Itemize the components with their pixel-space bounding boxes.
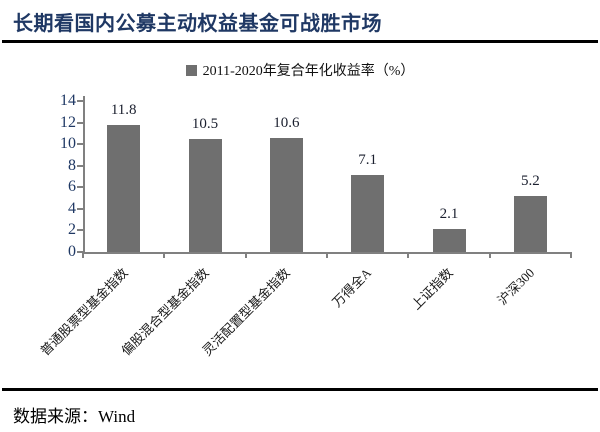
y-axis-tick [77, 186, 85, 189]
x-category-label: 沪深300 [494, 265, 538, 308]
bar [351, 175, 385, 252]
legend-label: 2011-2020年复合年化收益率（%） [202, 64, 415, 79]
x-category-label: 灵活配置型基金指数 [199, 265, 294, 359]
bar-value-label: 11.8 [110, 101, 137, 118]
y-axis-tick [77, 143, 85, 146]
y-axis-tick [77, 164, 85, 167]
chart-legend: 2011-2020年复合年化收益率（%） [0, 60, 600, 80]
y-axis-tick-label: 2 [68, 221, 76, 239]
bar [513, 195, 547, 252]
y-axis-tick-label: 0 [68, 243, 76, 260]
y-axis-tick-label: 6 [68, 178, 76, 196]
footer-divider-line [2, 388, 598, 391]
y-axis-tick [77, 207, 85, 210]
bar-value-label: 5.2 [520, 172, 540, 189]
data-source-note: 数据来源：Wind [13, 407, 136, 426]
y-axis-tick-label: 8 [68, 156, 76, 174]
y-axis-tick [77, 121, 85, 124]
y-axis-tick [77, 251, 85, 253]
y-axis-tick-label: 4 [68, 199, 76, 217]
bar [432, 229, 466, 252]
y-axis-line [83, 96, 85, 254]
bar [188, 138, 222, 252]
y-axis-tick-label: 10 [60, 135, 76, 153]
x-category-label: 万得全A [329, 265, 375, 310]
y-axis-tick [77, 229, 85, 232]
x-axis-tick [163, 252, 166, 258]
y-axis-tick-label: 14 [60, 92, 76, 109]
title-divider-line [2, 40, 598, 43]
bar [107, 124, 141, 252]
x-axis-tick [488, 252, 491, 258]
x-axis-tick [82, 252, 84, 258]
bar-value-label: 2.1 [439, 206, 459, 223]
x-axis-tick [570, 252, 572, 258]
y-axis-tick-label: 12 [60, 113, 76, 131]
bar-value-label: 7.1 [358, 152, 378, 169]
bar-value-label: 10.5 [191, 115, 219, 132]
x-axis-tick [326, 252, 328, 258]
x-axis-tick [407, 252, 410, 258]
y-axis-tick [77, 100, 85, 102]
legend-swatch-icon [185, 64, 197, 76]
figure-title: 长期看国内公募主动权益基金可战胜市场 [13, 13, 382, 35]
x-axis-tick [244, 252, 247, 258]
x-category-label: 上证指数 [408, 265, 456, 313]
bar-value-label: 10.6 [273, 114, 300, 131]
bar [269, 137, 303, 252]
